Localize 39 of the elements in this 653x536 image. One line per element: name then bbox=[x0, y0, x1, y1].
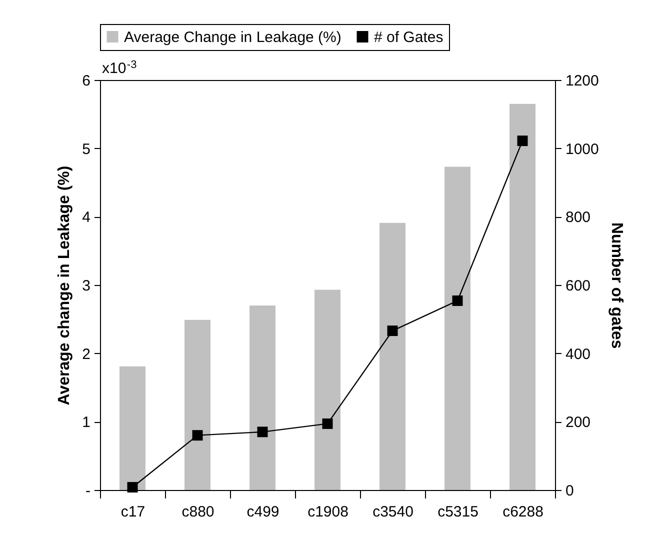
point bbox=[127, 482, 138, 493]
y-tick-label: 2 bbox=[82, 346, 90, 363]
point bbox=[192, 430, 203, 441]
y-axis-title: Average change in Leakage (%) bbox=[56, 166, 74, 406]
legend-label: # of Gates bbox=[374, 28, 444, 46]
y2-tick-label: 200 bbox=[566, 414, 591, 432]
x-tick-label: c5315 bbox=[438, 504, 478, 520]
bar bbox=[510, 104, 536, 490]
y-tick-label: 6 bbox=[82, 72, 90, 90]
bar bbox=[380, 222, 406, 490]
y2-tick-label: 1200 bbox=[566, 72, 599, 90]
legend-label: Average Change in Leakage (%) bbox=[124, 28, 342, 46]
point bbox=[452, 295, 463, 306]
bar bbox=[250, 306, 276, 490]
bar bbox=[120, 366, 146, 490]
x-tick-label: c880 bbox=[182, 504, 214, 520]
y-tick-label: 3 bbox=[82, 278, 90, 294]
y2-tick-label: 400 bbox=[566, 346, 591, 363]
y2-axis-title: Number of gates bbox=[608, 222, 625, 349]
x-tick-label: c6288 bbox=[502, 504, 544, 520]
x-tick-label: c1908 bbox=[308, 504, 348, 520]
y2-tick-label: 600 bbox=[566, 278, 591, 294]
point bbox=[517, 136, 528, 146]
point bbox=[387, 326, 398, 336]
bar bbox=[314, 290, 340, 490]
y2-tick-label: 800 bbox=[566, 209, 591, 226]
y2-tick-label: 1000 bbox=[566, 140, 599, 158]
y-tick-label: 4 bbox=[82, 209, 90, 226]
bar bbox=[184, 320, 210, 490]
bar bbox=[444, 166, 470, 490]
x-tick-label: c17 bbox=[120, 504, 146, 520]
y2-tick-label: 0 bbox=[566, 482, 574, 500]
point bbox=[257, 426, 268, 438]
point bbox=[322, 418, 333, 429]
x-tick-label: c3540 bbox=[372, 504, 414, 520]
y-tick-label: 1 bbox=[82, 414, 90, 432]
x-tick-label: c499 bbox=[246, 504, 280, 520]
y-tick-label: 5 bbox=[82, 140, 90, 158]
y-tick-label: - bbox=[86, 482, 90, 500]
